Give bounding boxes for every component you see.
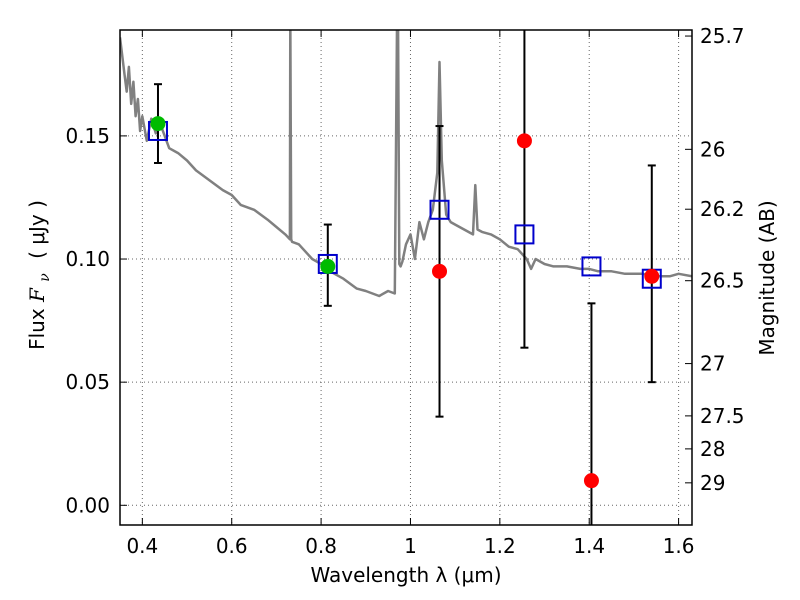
y-tick-label: 0.00 [65, 493, 110, 517]
x-axis-label: Wavelength λ (μm) [310, 563, 501, 587]
plot-frame [119, 29, 693, 526]
y-axis-label-symbol: F [25, 287, 49, 303]
model-photometry-square [429, 199, 450, 220]
x-tick-label: 1.6 [663, 534, 695, 558]
x-tick-label: 0.6 [216, 534, 248, 558]
x-tick-label: 0.8 [305, 534, 337, 558]
y2-tick-label: 27 [700, 352, 725, 376]
weak-detection-point [516, 133, 532, 149]
detection-point [320, 258, 336, 274]
x-tick-label: 0.4 [126, 534, 158, 558]
model-photometry-square [581, 256, 602, 277]
x-tick-label: 1 [404, 534, 417, 558]
y-axis-label-subscript: ν [37, 273, 53, 282]
y2-tick-label: 26.2 [700, 197, 745, 221]
plot-area: 0.4 0.6 0.8 1 1.2 1.4 1.6 0.00 0.05 0.10 0.15 25.7 2… [65, 24, 745, 558]
y2-axis-label: Magnitude (AB) [755, 200, 779, 355]
y2-tick-label: 28 [700, 437, 725, 461]
y2-tick-label: 26 [700, 137, 725, 161]
y-axis-label-prefix: Flux [25, 302, 49, 350]
weak-detection-point [644, 268, 660, 284]
data-layer [120, 30, 692, 525]
y-tick-label: 0.05 [65, 370, 110, 394]
x-tick-label: 1.2 [484, 534, 516, 558]
y2-tick-label: 25.7 [700, 24, 745, 48]
y-tick-label: 0.10 [65, 247, 110, 271]
model-photometry-square [514, 224, 535, 245]
x-tick-label: 1.4 [573, 534, 605, 558]
weak-detection-point [432, 263, 448, 279]
y2-tick-label: 26.5 [700, 269, 745, 293]
model-spectrum-line [120, 30, 692, 298]
y-axis-label-unit: ( μJy ) [25, 200, 49, 259]
y2-tick-label: 27.5 [700, 404, 745, 428]
detection-point [150, 116, 166, 132]
y-axis-label: Flux F ν ( μJy ) [25, 200, 54, 350]
y-tick-label: 0.15 [65, 124, 110, 148]
y2-tick-label: 29 [700, 471, 725, 495]
weak-detection-point [583, 473, 599, 489]
